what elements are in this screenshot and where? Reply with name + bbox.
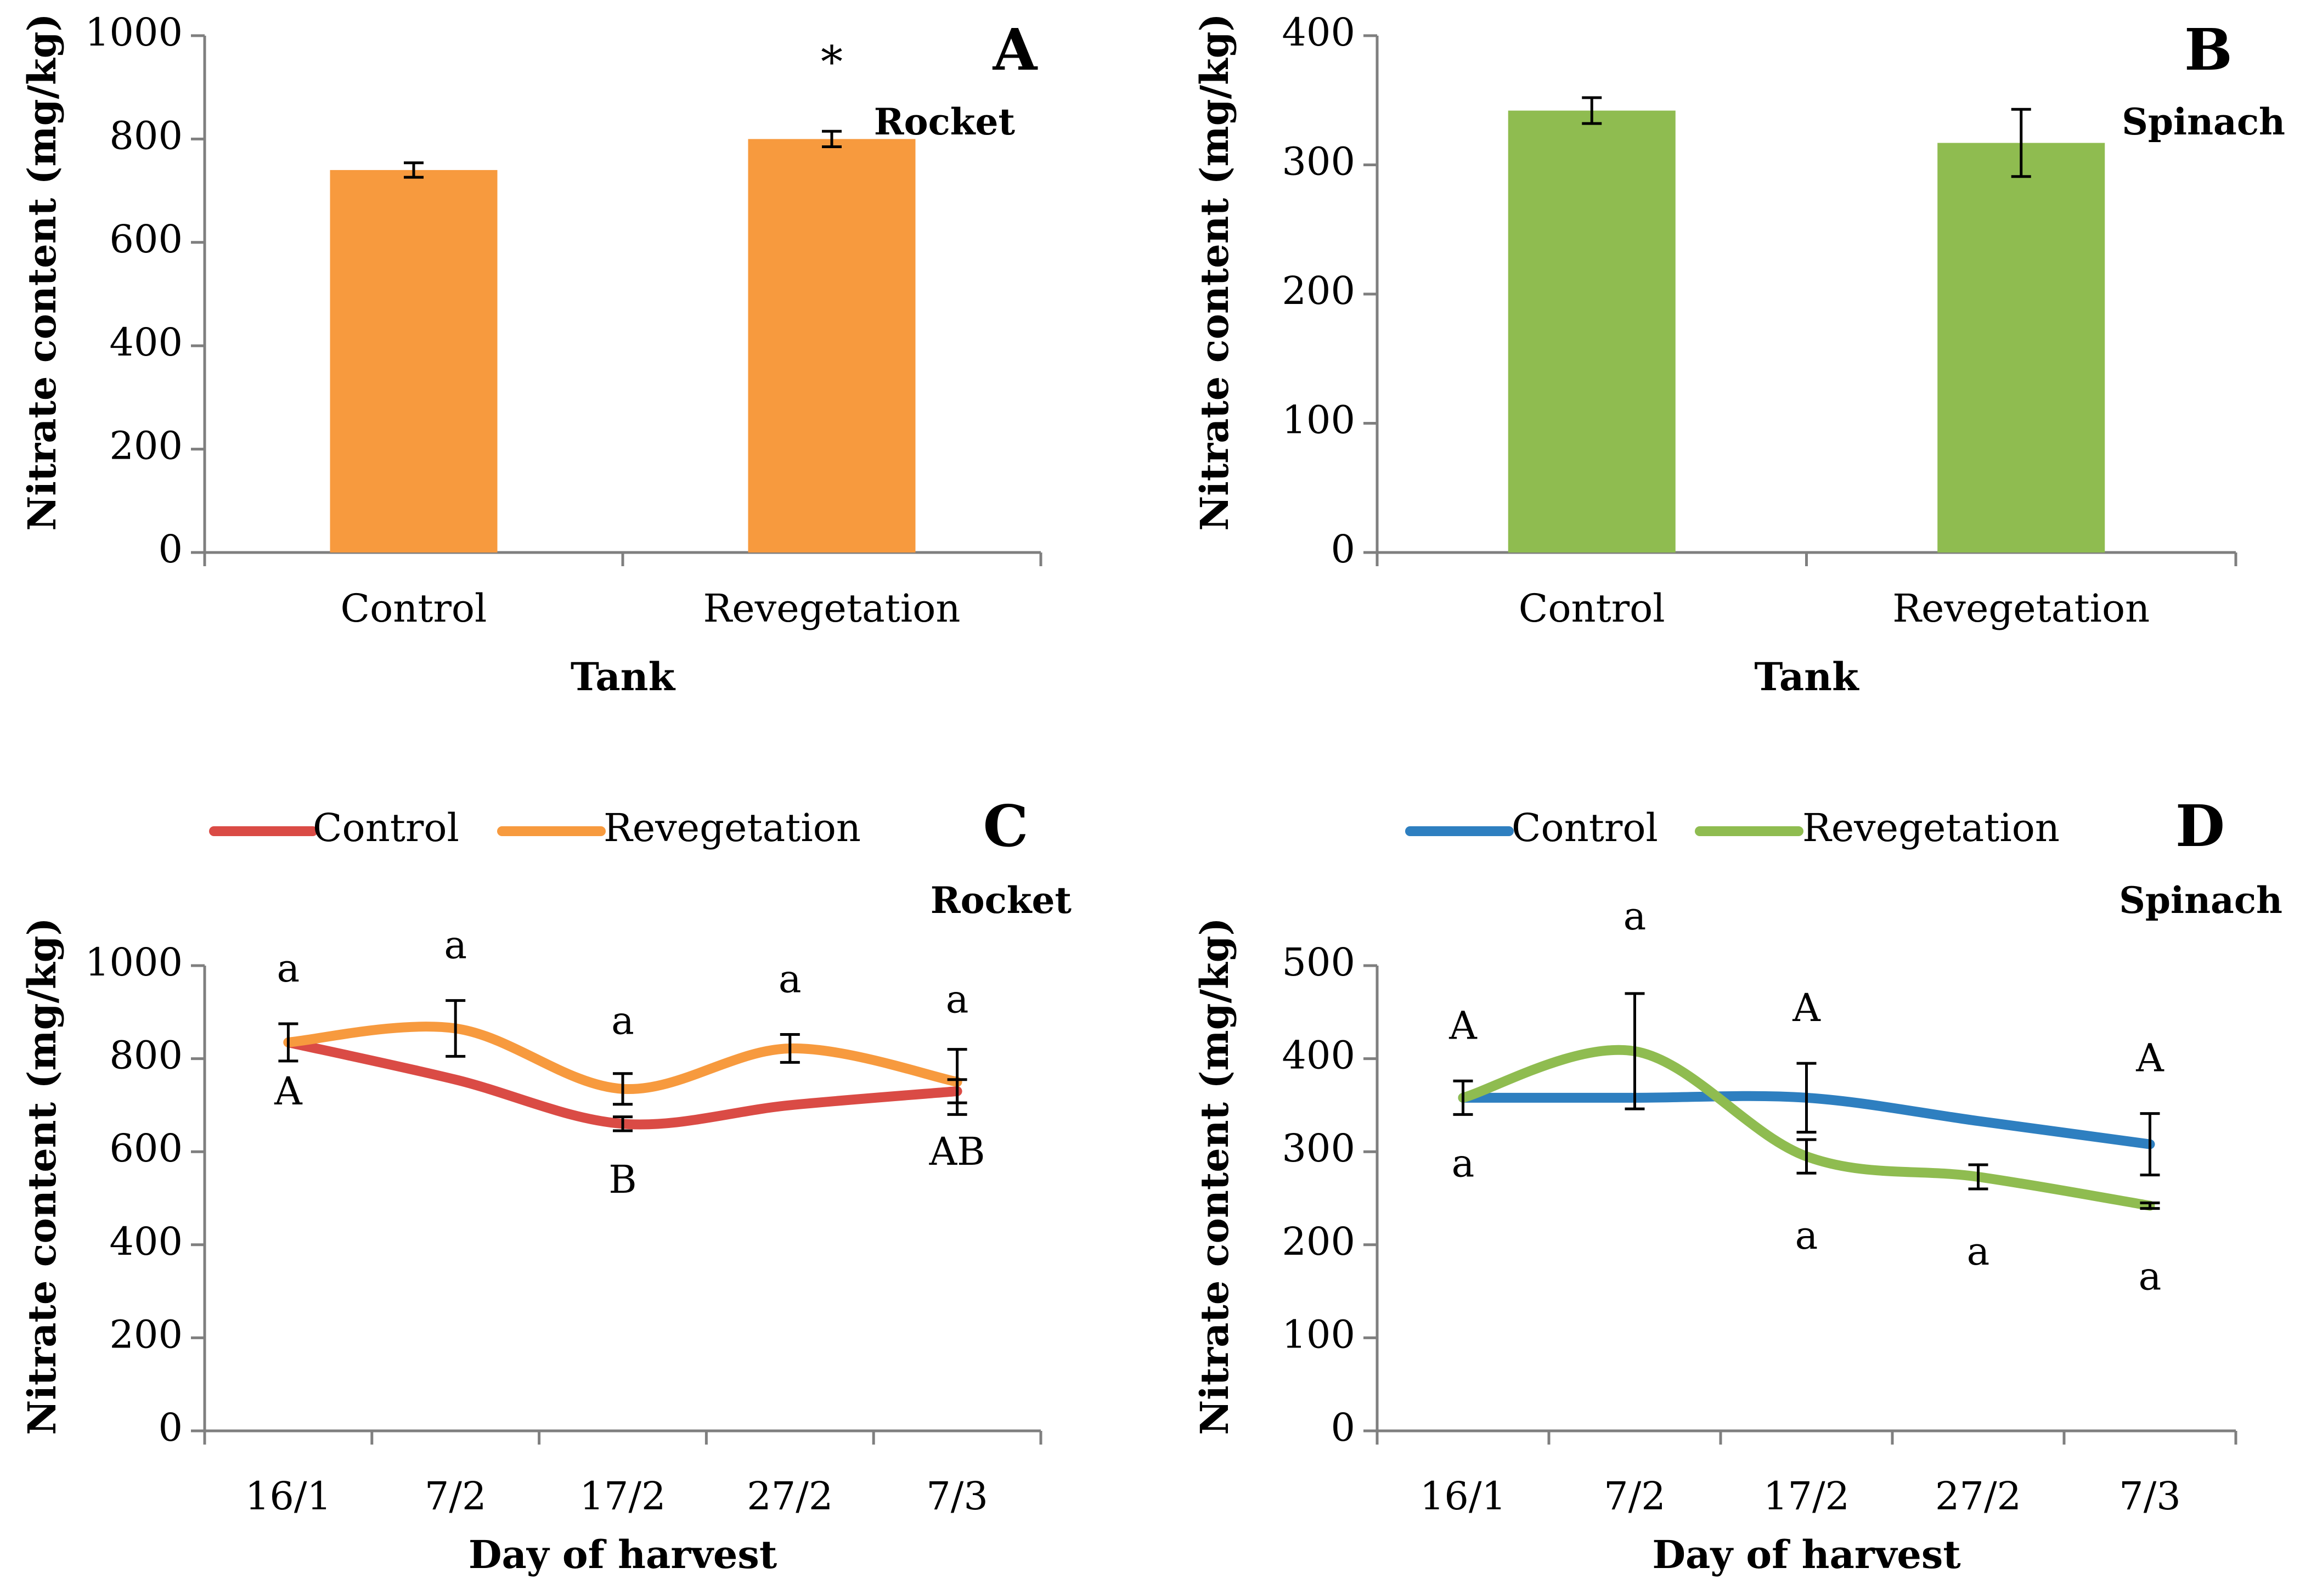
- panel-letter: B: [2184, 16, 2233, 83]
- x-tick-label: 16/1: [245, 1474, 331, 1519]
- significance-letter: A: [1792, 985, 1821, 1030]
- significance-letter: A: [274, 1069, 303, 1114]
- y-tick-label: 400: [1282, 1033, 1355, 1078]
- panel-subtitle: Spinach: [2119, 879, 2282, 922]
- significance-mark: *: [821, 36, 843, 87]
- panel-letter: A: [993, 16, 1038, 83]
- y-tick-label: 0: [158, 1405, 183, 1450]
- y-tick-label: 200: [1282, 1219, 1355, 1264]
- y-tick-label: 500: [1282, 940, 1355, 985]
- significance-letter: a: [277, 946, 300, 991]
- x-tick-label: Revegetation: [703, 586, 961, 631]
- y-tick-label: 1000: [85, 940, 183, 985]
- y-tick-label: 400: [109, 320, 183, 365]
- panel-subtitle: Spinach: [2122, 100, 2285, 143]
- bar-revegetation: [748, 139, 916, 552]
- panel-subtitle: Rocket: [874, 100, 1016, 143]
- significance-letter: A: [2135, 1036, 2164, 1081]
- x-tick-label: 17/2: [1763, 1474, 1850, 1519]
- x-tick-label: Control: [341, 586, 487, 631]
- x-tick-label: 7/2: [1604, 1474, 1666, 1519]
- y-tick-label: 200: [1282, 268, 1355, 313]
- significance-letter: B: [608, 1157, 636, 1202]
- y-tick-label: 200: [109, 1312, 183, 1357]
- x-axis-title: Day of harvest: [469, 1532, 777, 1577]
- y-tick-label: 100: [1282, 398, 1355, 443]
- x-tick-label: 27/2: [1935, 1474, 2021, 1519]
- significance-letter: a: [2139, 1254, 2162, 1299]
- y-tick-label: 400: [1282, 10, 1355, 55]
- x-tick-label: 7/3: [2119, 1474, 2181, 1519]
- x-tick-label: 7/3: [926, 1474, 988, 1519]
- y-tick-label: 0: [1331, 527, 1355, 572]
- y-tick-label: 800: [109, 113, 183, 158]
- y-axis-title: Nitrate content (mg/kg): [19, 917, 65, 1435]
- significance-letter: AB: [929, 1129, 985, 1174]
- legend-label: Revegetation: [604, 805, 861, 850]
- y-tick-label: 400: [109, 1219, 183, 1264]
- y-axis-title: Nitrate content (mg/kg): [1192, 917, 1237, 1435]
- x-tick-label: Revegetation: [1892, 586, 2150, 631]
- bar-control: [330, 170, 498, 552]
- y-tick-label: 200: [109, 424, 183, 469]
- legend-label: Control: [313, 805, 459, 850]
- y-tick-label: 600: [109, 1126, 183, 1171]
- y-tick-label: 0: [1331, 1405, 1355, 1450]
- chart-panel-b: 0 100 200 300 400 Control Revegetation Tank Nitr…: [1192, 10, 2285, 700]
- x-tick-label: 16/1: [1420, 1474, 1506, 1519]
- x-tick-label: Control: [1519, 586, 1665, 631]
- panel-letter: C: [983, 792, 1029, 860]
- y-tick-label: 100: [1282, 1312, 1355, 1357]
- significance-letter: a: [611, 999, 634, 1044]
- bar-control: [1508, 110, 1676, 553]
- x-tick-label: 17/2: [579, 1474, 666, 1519]
- x-axis-title: Tank: [571, 654, 676, 700]
- y-tick-label: 0: [158, 527, 183, 572]
- significance-letter: a: [1452, 1141, 1475, 1186]
- y-tick-label: 300: [1282, 1126, 1355, 1171]
- panel-subtitle: Rocket: [931, 879, 1072, 922]
- legend-label: Revegetation: [1802, 805, 2060, 850]
- significance-letter: a: [1967, 1229, 1990, 1274]
- chart-panel-d: 0 100 200 300 400 500 16/1 7/2 17/2 27/2 7/3 Day of…: [1192, 792, 2282, 1577]
- significance-letter: a: [946, 977, 969, 1022]
- significance-letter: a: [444, 923, 467, 968]
- significance-letter: A: [1448, 1003, 1478, 1048]
- y-tick-label: 800: [109, 1033, 183, 1078]
- x-axis-title: Day of harvest: [1652, 1532, 1960, 1577]
- x-tick-label: 27/2: [747, 1474, 833, 1519]
- series-line-revegetation: [1458, 1045, 2155, 1211]
- chart-panel-c: 0 200 400 600 800 1000 16/1 7/2 17/2 27/2 7/3 Day o…: [19, 792, 1072, 1577]
- significance-letter: a: [1795, 1213, 1818, 1258]
- chart-panel-a: 0 200 400 600 800 1000 Control Revegetation Tank…: [19, 10, 1042, 700]
- y-axis-title: Nitrate content (mg/kg): [1192, 13, 1237, 531]
- y-tick-label: 600: [109, 217, 183, 262]
- panel-letter: D: [2175, 792, 2225, 860]
- x-tick-label: 7/2: [425, 1474, 487, 1519]
- y-tick-label: 1000: [85, 10, 183, 55]
- legend-label: Control: [1512, 805, 1658, 850]
- y-axis-title: Nitrate content (mg/kg): [19, 13, 65, 531]
- significance-letter: a: [1623, 894, 1647, 939]
- y-tick-label: 300: [1282, 139, 1355, 184]
- significance-letter: a: [779, 957, 802, 1002]
- x-axis-title: Tank: [1754, 654, 1859, 700]
- bar-revegetation: [1937, 143, 2105, 553]
